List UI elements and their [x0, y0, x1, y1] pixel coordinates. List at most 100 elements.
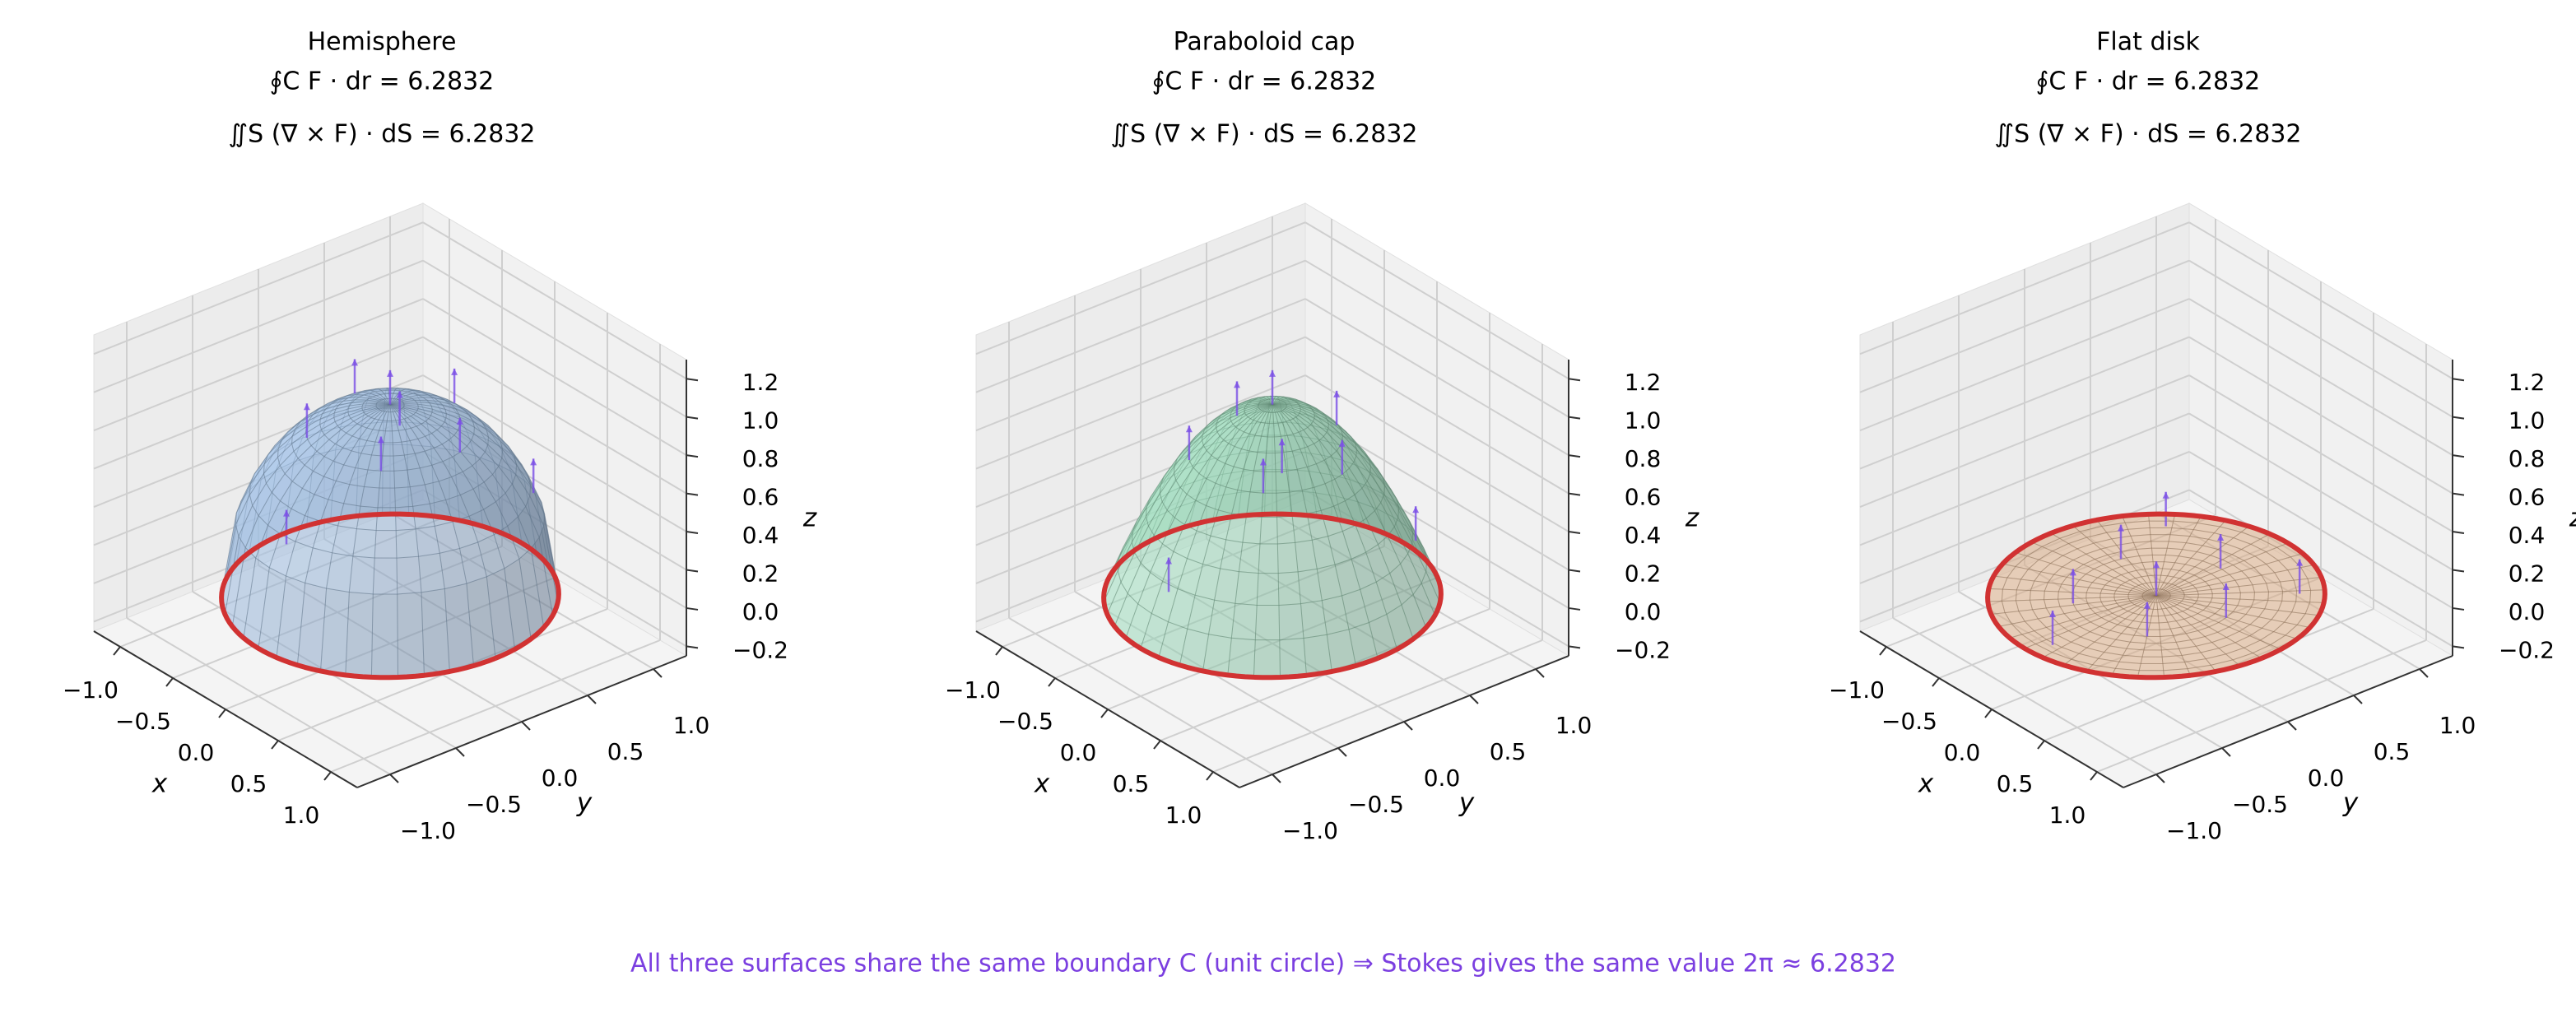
- z-axis-label: z: [2569, 504, 2576, 533]
- surface-facet: [2071, 592, 2087, 600]
- x-tick-label: 0.5: [1113, 770, 1150, 797]
- surface-facet: [2279, 579, 2298, 592]
- curl-arrow-head: [1269, 369, 1276, 377]
- surface-facet: [375, 404, 391, 407]
- curl-arrow-head: [303, 403, 310, 411]
- surface-facet: [394, 505, 416, 532]
- surface-facet: [2143, 643, 2162, 651]
- surface-integral: ∬S (∇ × F) · dS = 6.2832: [228, 120, 535, 149]
- surface-facet: [2155, 593, 2171, 597]
- curl-arrow-head: [2217, 534, 2225, 541]
- surface-facet: [448, 434, 468, 453]
- surface-facet: [380, 398, 391, 406]
- surface-facet: [1272, 401, 1286, 406]
- surface-facet: [441, 404, 460, 416]
- y-axis-label: y: [1458, 788, 1475, 818]
- surface-facet: [393, 454, 408, 472]
- surface-facet: [486, 428, 504, 451]
- grid-line: [2188, 374, 2453, 532]
- surface-facet: [2249, 538, 2278, 553]
- tick-mark: [1100, 709, 1109, 718]
- y-tick-label: −0.5: [466, 791, 522, 818]
- tick-mark: [2452, 378, 2465, 382]
- tick-mark: [1048, 677, 1056, 687]
- grid-line: [93, 298, 424, 432]
- surface-facet: [1300, 600, 1328, 639]
- z-axis-label: z: [1685, 504, 1700, 533]
- tick-mark: [2452, 492, 2465, 496]
- axis-line: [2123, 655, 2453, 788]
- z-tick-label: 0.8: [742, 445, 779, 472]
- curl-arrow-head: [377, 436, 384, 444]
- z-tick-label: 0.2: [1625, 560, 1662, 587]
- curl-arrow-head: [2143, 602, 2151, 609]
- tick-mark: [2287, 721, 2297, 731]
- surface-facet: [2151, 588, 2157, 597]
- tick-mark: [686, 492, 699, 496]
- surface-facet: [1294, 400, 1309, 407]
- surface-facet: [1365, 543, 1391, 583]
- y-tick-label: −0.5: [1348, 791, 1404, 818]
- surface-facet: [1276, 515, 1296, 545]
- y-tick-label: 0.5: [607, 738, 644, 765]
- x-tick-label: 1.0: [283, 802, 320, 829]
- grid-line: [93, 221, 424, 355]
- surface-facet: [2149, 527, 2173, 536]
- surface-facet: [2140, 656, 2164, 665]
- surface-facet: [1306, 443, 1325, 465]
- tick-mark: [1337, 747, 1347, 757]
- surface-facet: [472, 420, 490, 439]
- surface-facet: [384, 404, 391, 413]
- boundary-curve: [219, 511, 561, 681]
- grid-line: [1859, 221, 2190, 355]
- curl-arrow-head: [2296, 559, 2304, 566]
- surface-facet: [1277, 571, 1302, 606]
- surface-facet: [348, 555, 375, 595]
- y-tick-label: −1.0: [400, 817, 456, 844]
- tick-mark: [2353, 695, 2363, 704]
- z-tick-label: 0.8: [1625, 445, 1662, 472]
- surface-facet: [1230, 602, 1258, 641]
- caption: All three surfaces share the same bounda…: [630, 950, 1896, 978]
- tick-mark: [1879, 646, 1887, 656]
- surface-facet: [2216, 574, 2236, 583]
- x-tick-label: 0.0: [1060, 739, 1097, 766]
- surface-facet: [1263, 404, 1273, 413]
- tick-mark: [271, 740, 279, 750]
- surface-facet: [1299, 406, 1315, 416]
- tick-mark: [1568, 378, 1581, 382]
- surface-facet: [2148, 520, 2174, 528]
- grid-line: [2188, 451, 2453, 609]
- surface-facet: [2141, 593, 2157, 597]
- surface-facet: [2220, 565, 2244, 575]
- surface-facet: [413, 389, 430, 394]
- tick-mark: [686, 606, 699, 611]
- tick-mark: [1568, 606, 1581, 611]
- x-axis-label: x: [1034, 769, 1050, 799]
- surface-facet: [2155, 595, 2171, 598]
- line-integral: ∮C F · dr = 6.2832: [270, 67, 495, 96]
- surface-facet: [2155, 590, 2169, 597]
- boundary-curve: [1101, 511, 1444, 681]
- y-tick-label: 1.0: [673, 712, 710, 739]
- tick-mark: [389, 774, 399, 783]
- tick-mark: [1403, 721, 1413, 731]
- surface-facet: [382, 398, 391, 406]
- curl-arrow-head: [1333, 390, 1341, 397]
- grid-line: [93, 336, 424, 470]
- tick-mark: [521, 721, 531, 731]
- y-tick-label: 1.0: [1555, 712, 1593, 739]
- tick-mark: [1568, 645, 1581, 649]
- curl-arrow-head: [2222, 583, 2230, 590]
- x-tick-label: 0.5: [1997, 770, 2034, 797]
- y-tick-label: 0.0: [1424, 764, 1461, 792]
- grid-line: [1859, 374, 2190, 508]
- curl-arrow-head: [1338, 439, 1346, 447]
- surface-facet: [1259, 516, 1278, 545]
- surface-facet: [415, 410, 432, 420]
- axis-line: [93, 630, 358, 788]
- tick-mark: [2090, 771, 2098, 781]
- surface-facet: [1258, 543, 1279, 574]
- tick-mark: [1568, 416, 1581, 420]
- y-tick-label: −1.0: [2166, 817, 2222, 844]
